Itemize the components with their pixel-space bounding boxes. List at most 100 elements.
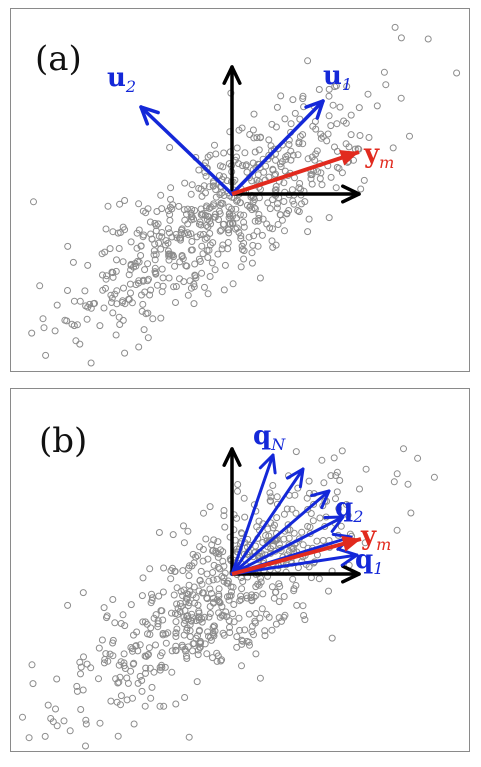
data-point [142, 310, 150, 318]
data-point [112, 267, 120, 275]
data-point [256, 674, 264, 682]
data-point [144, 334, 152, 342]
data-point [251, 205, 259, 213]
vector-label-qN: qN [253, 421, 286, 454]
data-point [135, 226, 143, 234]
data-point [186, 627, 194, 635]
data-point [99, 271, 106, 279]
data-point [145, 644, 153, 652]
data-point [66, 727, 74, 735]
data-point [275, 598, 283, 606]
data-point [292, 448, 300, 456]
data-point [156, 663, 164, 671]
data-point [152, 251, 160, 259]
data-point [73, 321, 81, 329]
data-point [289, 96, 297, 104]
data-point [83, 660, 91, 668]
data-point [193, 233, 201, 241]
data-point [280, 535, 288, 543]
data-point [51, 327, 59, 335]
data-point [137, 242, 145, 250]
data-point [275, 580, 283, 588]
data-point [36, 282, 44, 290]
data-point [397, 34, 405, 42]
data-point [146, 631, 154, 638]
data-point [102, 650, 110, 658]
data-point [225, 596, 233, 604]
data-point [205, 246, 213, 254]
data-point [229, 280, 237, 288]
data-point [199, 546, 207, 553]
data-point [102, 284, 109, 292]
data-point [281, 611, 289, 619]
data-point [107, 697, 115, 705]
data-point [239, 637, 247, 645]
data-point [192, 553, 200, 561]
data-point [224, 245, 232, 253]
data-point [96, 719, 104, 727]
data-point [138, 307, 146, 315]
vector-q-2-shaft [230, 467, 305, 576]
data-point [212, 210, 219, 218]
data-point [157, 314, 165, 322]
data-point [143, 620, 151, 628]
data-point [80, 653, 87, 661]
data-point [159, 616, 167, 624]
data-point [249, 126, 257, 134]
data-point [106, 245, 114, 253]
data-point [194, 552, 201, 560]
data-point [356, 485, 363, 493]
data-point [256, 274, 264, 282]
data-point [453, 69, 461, 77]
data-point [190, 283, 198, 291]
axis-vertical-b-head [222, 447, 242, 467]
data-point [240, 223, 248, 231]
data-point [259, 539, 267, 546]
data-point [272, 156, 279, 164]
data-point [280, 510, 288, 518]
data-point [274, 200, 281, 208]
vector-q-4-shaft [230, 515, 345, 576]
data-point [117, 692, 125, 700]
data-point [300, 612, 308, 619]
data-point [393, 470, 401, 478]
data-point [81, 287, 89, 295]
data-point [271, 521, 278, 529]
data-point [245, 233, 253, 241]
data-point [216, 162, 224, 170]
data-point [220, 286, 228, 294]
data-point [197, 185, 205, 193]
data-point [255, 517, 263, 525]
data-point [196, 643, 204, 651]
data-point [209, 594, 217, 602]
data-point [272, 183, 280, 190]
data-point [283, 505, 291, 513]
data-point [119, 611, 127, 619]
data-point [291, 109, 299, 117]
data-point [262, 162, 270, 170]
panel-label-a: (a) [35, 39, 82, 79]
vector-q-4-head [323, 515, 345, 533]
data-point [29, 680, 37, 688]
data-point [152, 222, 160, 230]
data-point [335, 505, 343, 512]
data-point [333, 120, 341, 128]
data-point [137, 252, 145, 259]
data-point [157, 245, 165, 253]
data-point [198, 242, 206, 250]
data-point [269, 165, 277, 173]
data-point [100, 659, 108, 667]
data-point [261, 627, 269, 635]
data-point [320, 479, 328, 487]
data-point [316, 514, 324, 522]
data-point [204, 628, 212, 636]
data-point [327, 122, 335, 130]
data-point [243, 201, 251, 209]
data-point [155, 239, 163, 247]
data-point [391, 23, 399, 31]
data-point [256, 614, 264, 622]
vector-label-q1: q1 [355, 545, 384, 578]
data-point [259, 590, 267, 598]
data-point [158, 265, 166, 273]
data-point [138, 687, 146, 695]
